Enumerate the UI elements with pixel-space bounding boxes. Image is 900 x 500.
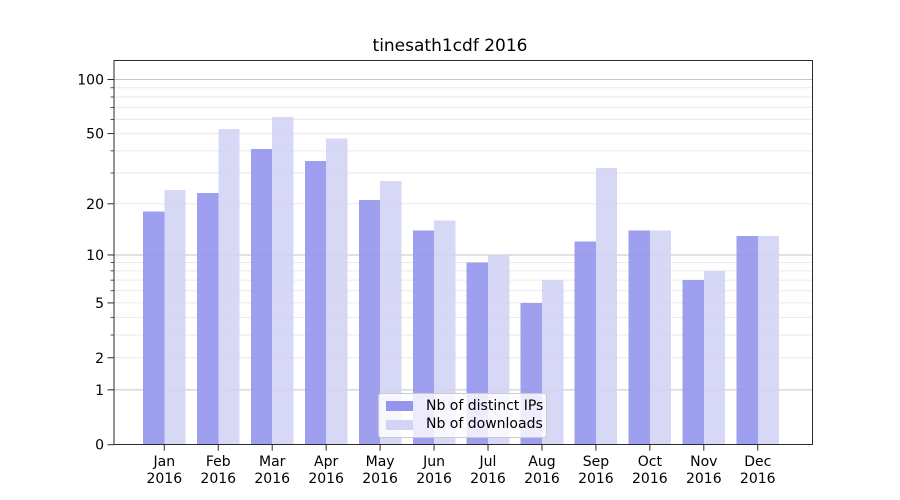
bar-jun-downloads xyxy=(434,220,456,445)
x-tick-label-month: Oct xyxy=(638,454,663,470)
bar-oct-downloads xyxy=(649,230,672,445)
x-tick-label-year: 2016 xyxy=(416,471,452,487)
x-tick-label-year: 2016 xyxy=(308,471,344,487)
x-tick-label-year: 2016 xyxy=(686,471,722,487)
bar-mar-distinct-ips xyxy=(250,148,273,445)
x-tick-label-month: May xyxy=(366,454,395,470)
x-tick-label-year: 2016 xyxy=(632,471,668,487)
x-tick-label-month: Sep xyxy=(583,454,610,470)
bar-jun-distinct-ips xyxy=(412,230,435,445)
legend-swatch-downloads xyxy=(386,419,413,430)
x-tick-label-month: Jan xyxy=(153,454,176,470)
chart-title: tinesath1cdf 2016 xyxy=(372,36,528,56)
x-tick-label-year: 2016 xyxy=(578,471,614,487)
x-tick-label-year: 2016 xyxy=(146,471,182,487)
x-tick-label-year: 2016 xyxy=(470,471,506,487)
bar-nov-downloads xyxy=(703,270,726,445)
y-tick-label: 100 xyxy=(77,73,104,89)
y-tick-label: 0 xyxy=(95,438,104,454)
x-tick-label-month: Mar xyxy=(259,454,286,470)
bar-sep-downloads xyxy=(595,168,618,445)
x-tick-label-year: 2016 xyxy=(200,471,236,487)
x-tick-label-year: 2016 xyxy=(254,471,290,487)
bar-feb-distinct-ips xyxy=(196,193,219,445)
x-tick-label-month: Nov xyxy=(690,454,717,470)
bar-nov-distinct-ips xyxy=(682,280,704,445)
bar-mar-downloads xyxy=(272,116,294,445)
y-tick-label: 20 xyxy=(86,197,104,213)
legend-label-downloads: Nb of downloads xyxy=(426,416,543,433)
bar-feb-downloads xyxy=(218,129,240,445)
legend-label-distinct-ips: Nb of distinct IPs xyxy=(426,397,544,414)
y-tick-label: 2 xyxy=(95,351,104,367)
legend-item-distinct-ips: Nb of distinct IPs xyxy=(386,398,543,415)
x-tick-label-month: Feb xyxy=(206,454,231,470)
bar-oct-distinct-ips xyxy=(628,230,650,445)
bar-aug-downloads xyxy=(541,280,564,445)
x-tick-label-month: Dec xyxy=(744,454,771,470)
y-tick-label: 5 xyxy=(95,296,104,312)
x-tick-label-month: Apr xyxy=(314,454,338,470)
bar-sep-distinct-ips xyxy=(574,241,596,445)
bar-may-distinct-ips xyxy=(358,200,381,445)
y-tick-label: 10 xyxy=(86,248,104,264)
bar-apr-distinct-ips xyxy=(304,161,327,445)
y-tick-label: 1 xyxy=(95,383,104,399)
bar-jan-distinct-ips xyxy=(143,211,165,445)
y-tick-label: 50 xyxy=(86,127,104,143)
bar-dec-distinct-ips xyxy=(736,235,758,445)
legend-item-downloads: Nb of downloads xyxy=(386,416,543,433)
bar-apr-downloads xyxy=(326,138,348,445)
x-tick-label-month: Jun xyxy=(422,454,445,470)
legend-swatch-distinct-ips xyxy=(386,401,413,412)
bar-may-downloads xyxy=(380,181,402,445)
x-tick-label-year: 2016 xyxy=(362,471,398,487)
x-tick-label-year: 2016 xyxy=(524,471,560,487)
bar-dec-downloads xyxy=(757,235,780,445)
legend: Nb of distinct IPs Nb of downloads xyxy=(378,393,547,438)
plot-frame xyxy=(113,60,813,446)
x-tick-label-month: Jul xyxy=(479,454,497,470)
x-tick-label-year: 2016 xyxy=(740,471,776,487)
x-tick-label-month: Aug xyxy=(528,454,555,470)
bar-jan-downloads xyxy=(164,189,186,445)
